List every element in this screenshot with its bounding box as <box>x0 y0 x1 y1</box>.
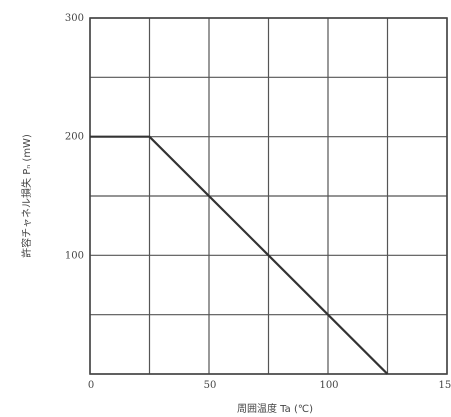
series-line-0 <box>90 135 389 375</box>
y-tick-label: 300 <box>65 13 84 24</box>
x-tick-label: 0 <box>88 380 94 391</box>
plot-frame <box>89 17 448 375</box>
x-tick-label: 150 <box>438 380 451 391</box>
y-axis-title: 許容チャネル損失 Pₙ (mW) <box>20 134 33 258</box>
y-tick-label: 100 <box>65 250 84 261</box>
x-axis-title: 周囲温度 Ta (℃) <box>237 402 313 415</box>
grid <box>89 17 448 375</box>
x-tick-label: 50 <box>204 380 217 391</box>
x-tick-label: 100 <box>319 380 338 391</box>
series-layer <box>90 135 389 375</box>
y-tick-label: 200 <box>65 132 84 143</box>
tick-labels: 0 50 100 150 100 200 300 <box>65 13 451 391</box>
